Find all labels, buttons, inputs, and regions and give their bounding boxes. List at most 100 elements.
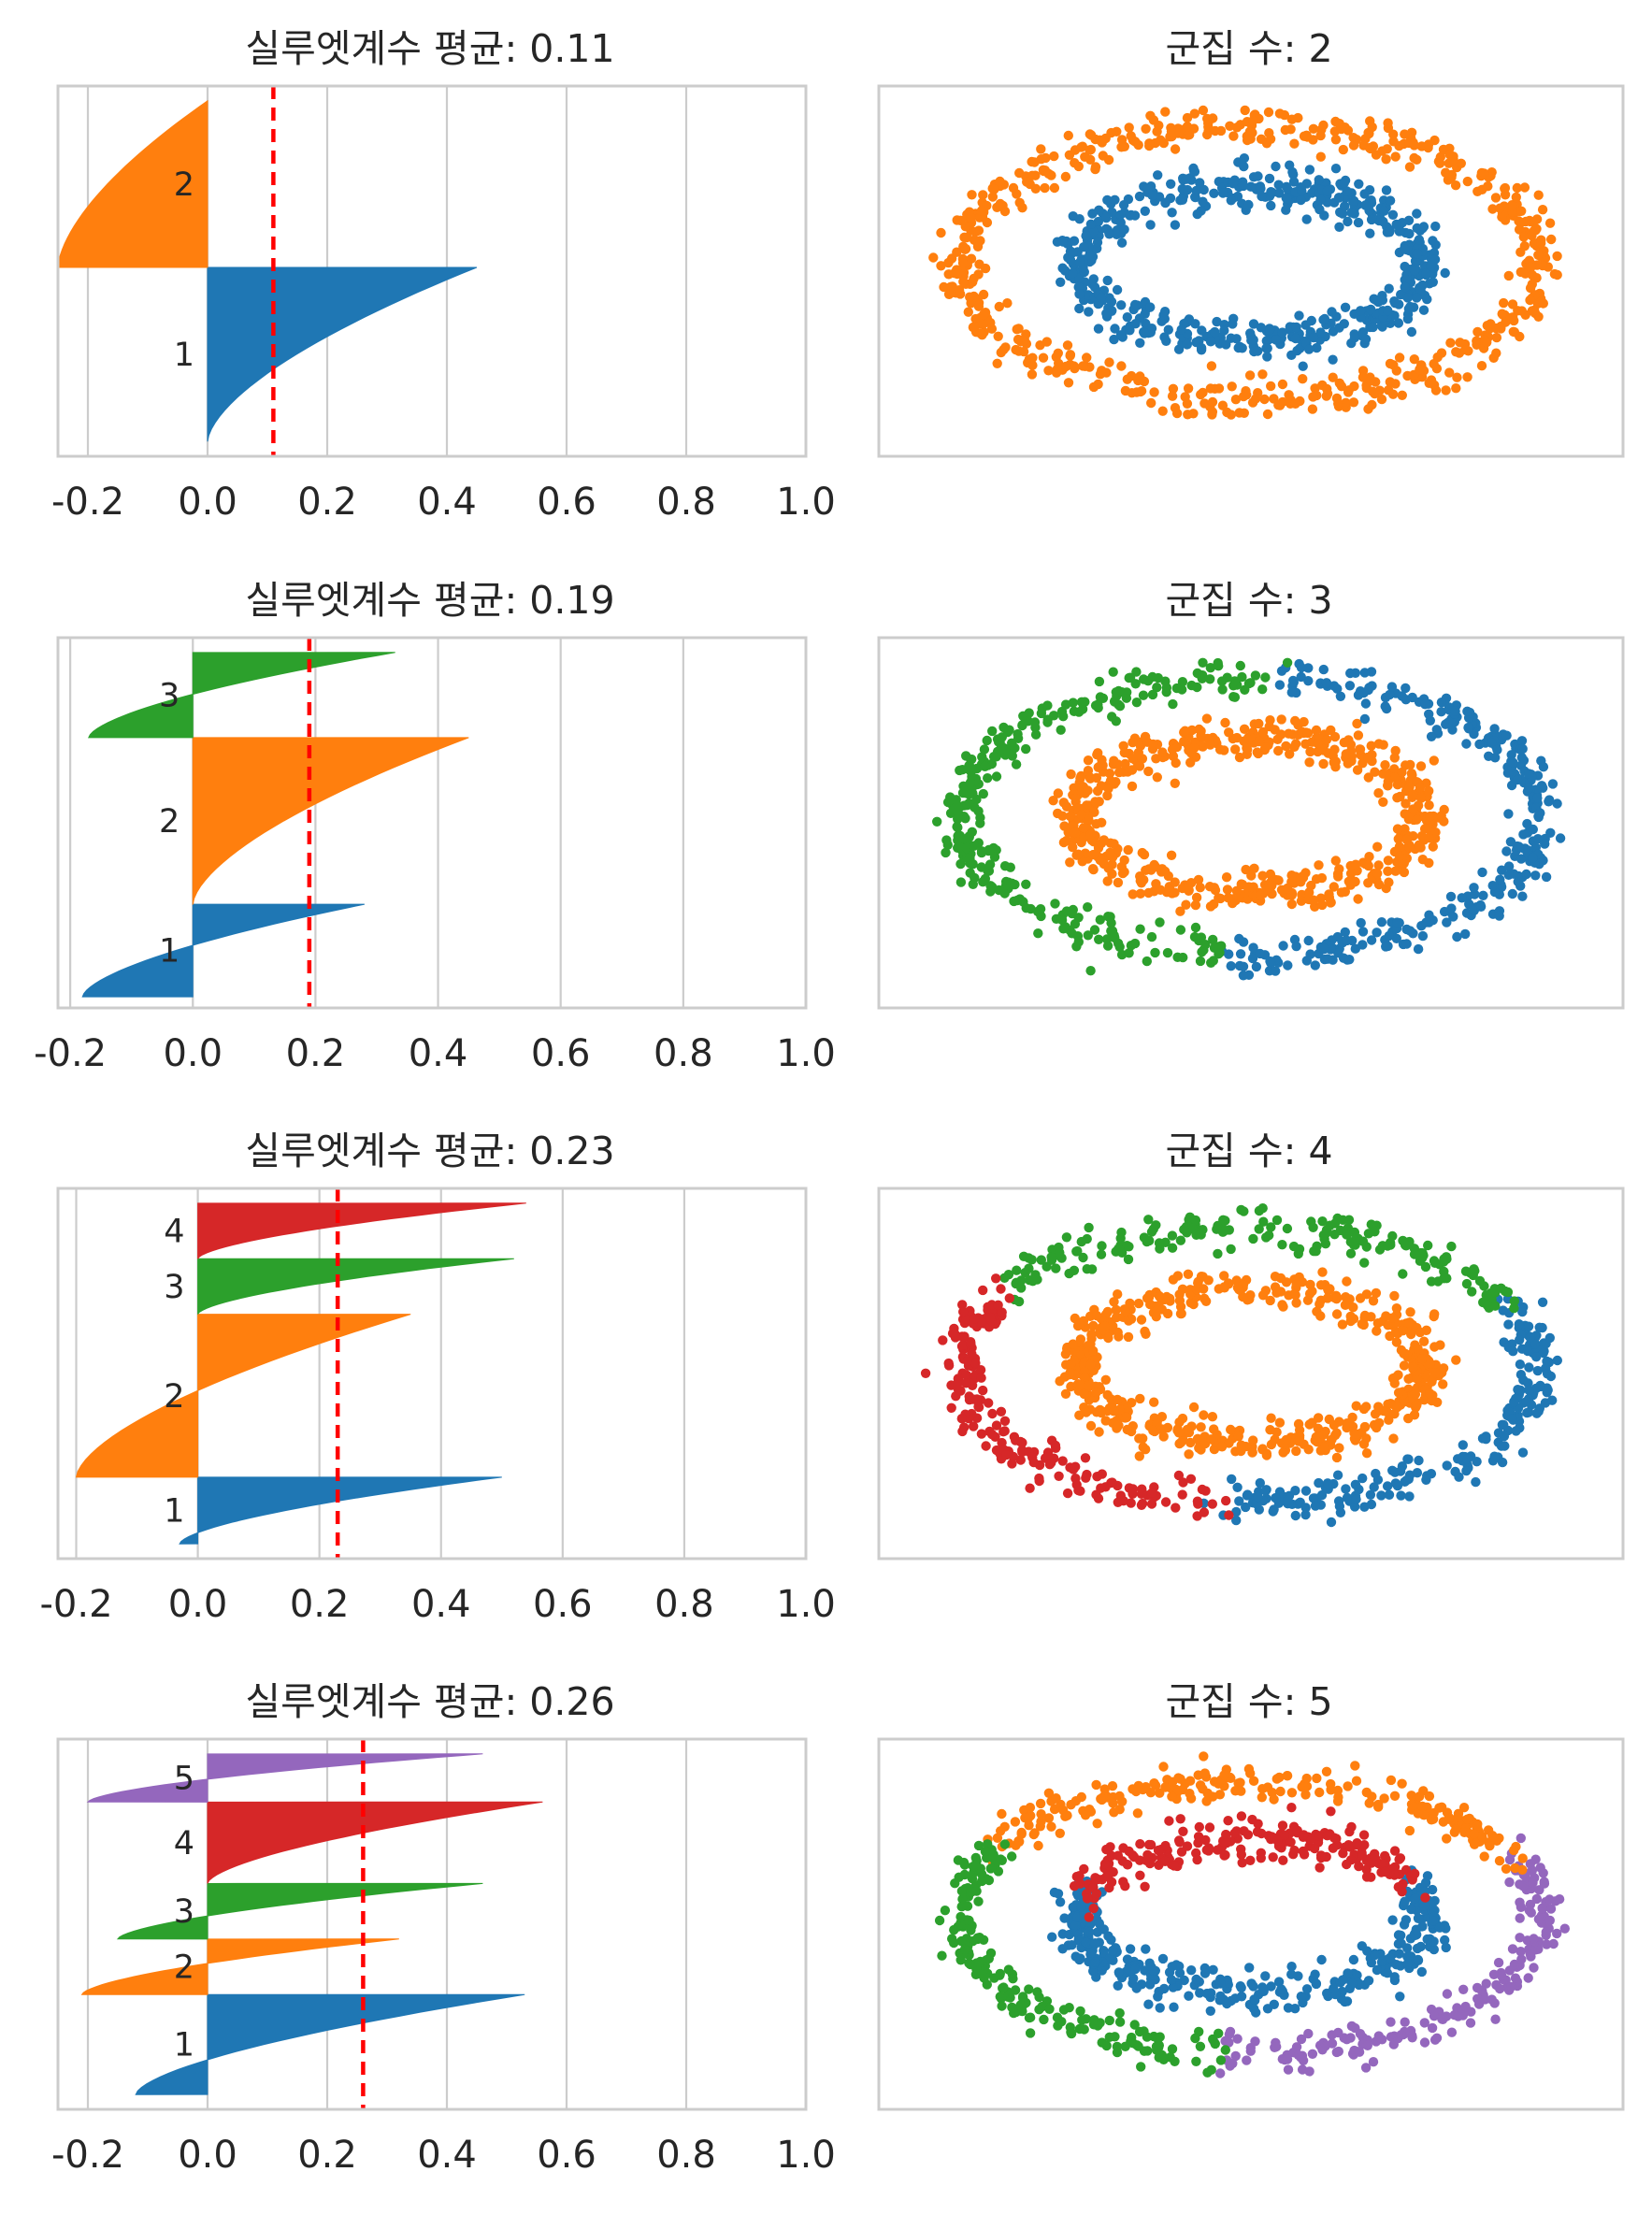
scatter-point (1282, 1771, 1293, 1781)
scatter-point (1090, 1957, 1100, 1967)
scatter-point (1487, 881, 1498, 891)
scatter-point (1175, 925, 1186, 935)
scatter-point (976, 1429, 987, 1439)
scatter-point (1009, 2007, 1019, 2019)
scatter-point (1359, 1422, 1371, 1432)
scatter-point (1343, 758, 1354, 769)
scatter-point (955, 877, 967, 887)
scatter-point (1065, 857, 1075, 868)
scatter-point (1322, 1293, 1333, 1303)
scatter-point (1322, 1478, 1333, 1489)
scatter-point (1502, 1287, 1514, 1298)
axes-frame (56, 1187, 808, 1561)
scatter-point (1135, 1393, 1145, 1404)
scatter-point (957, 765, 968, 775)
scatter-point (1361, 1872, 1372, 1882)
scatter-point (1159, 332, 1170, 342)
scatter-point (1085, 966, 1096, 976)
scatter-point (1262, 343, 1272, 353)
scatter-point (1397, 1778, 1407, 1789)
scatter-point (1419, 2037, 1430, 2048)
scatter-point (1132, 300, 1142, 310)
scatter-point (1489, 724, 1500, 734)
scatter-point (1544, 1332, 1556, 1344)
scatter-point (1213, 657, 1223, 669)
scatter-point (1542, 1939, 1552, 1949)
scatter-point (1404, 1825, 1415, 1836)
scatter-point (1169, 2002, 1179, 2012)
scatter-point (1328, 955, 1338, 965)
scatter-point (1450, 180, 1461, 191)
scatter-point (1544, 218, 1556, 228)
scatter-point (936, 227, 946, 238)
scatter-point (1452, 931, 1462, 942)
scatter-point (1447, 725, 1458, 735)
scatter-point (1139, 328, 1150, 338)
scatter-point (932, 816, 942, 827)
scatter-point (1460, 2001, 1471, 2012)
scatter-point (1381, 769, 1392, 780)
scatter-point (1112, 225, 1123, 236)
scatter-point (1191, 185, 1201, 196)
cluster-label-3: 3 (164, 1269, 184, 1306)
scatter-point (999, 861, 1011, 871)
scatter-point (1313, 1423, 1324, 1434)
scatter-point (1109, 1406, 1119, 1417)
scatter-point (1182, 1424, 1193, 1435)
x-tick-label: 0.4 (417, 481, 477, 524)
scatter-point (1491, 348, 1501, 358)
scatter-point (1269, 1999, 1280, 2009)
scatter-point (1114, 1805, 1125, 1815)
scatter-point (1527, 270, 1538, 280)
scatter-point (1216, 1442, 1228, 1452)
scatter-point (1266, 1222, 1276, 1232)
scatter-point (1113, 1967, 1125, 1978)
scatter-point (1338, 1848, 1348, 1859)
scatter-point (957, 1426, 968, 1437)
scatter-point (967, 1348, 977, 1359)
scatter-point (1162, 1422, 1173, 1433)
scatter-point (1340, 302, 1351, 312)
scatter-point (1199, 1507, 1210, 1517)
scatter-point (1090, 797, 1100, 807)
scatter-point (1055, 1376, 1065, 1387)
scatter-point (1381, 1311, 1391, 1321)
scatter-point (1446, 1241, 1457, 1252)
scatter-point (1414, 1455, 1424, 1466)
scatter-point (1360, 334, 1372, 344)
scatter-point (1318, 314, 1329, 325)
scatter-point (1236, 1811, 1247, 1821)
scatter-point (1314, 204, 1325, 215)
scatter-point (1304, 887, 1314, 898)
scatter-point (1150, 947, 1160, 958)
scatter-point (1316, 1954, 1327, 1965)
x-tick-label: -0.2 (34, 1032, 107, 1075)
scatter-point (962, 800, 972, 811)
scatter-point (1139, 1232, 1150, 1243)
scatter-point (1462, 706, 1472, 716)
silhouette-cluster-1 (179, 1476, 502, 1545)
scatter-point (1368, 322, 1378, 333)
scatter-point (1173, 1773, 1184, 1783)
scatter-point (1343, 216, 1353, 227)
scatter-point (1018, 1251, 1029, 1262)
scatter-point (1451, 383, 1461, 394)
scatter-point (1528, 853, 1538, 863)
x-tick-label: -0.2 (51, 481, 124, 524)
scatter-point (1136, 1315, 1147, 1325)
scatter-point (1228, 179, 1239, 189)
scatter-point (1417, 1252, 1428, 1262)
scatter-point (1168, 698, 1178, 710)
scatter-point (970, 1314, 980, 1324)
scatter-point (1279, 109, 1290, 121)
scatter-point (1516, 217, 1527, 228)
scatter-point (1331, 1428, 1342, 1438)
scatter-point (1526, 262, 1536, 273)
scatter-point (1421, 917, 1431, 928)
scatter-point (1524, 1385, 1534, 1395)
scatter-point (1084, 1912, 1095, 1922)
scatter-point (1196, 932, 1207, 942)
scatter-point (1085, 250, 1095, 260)
scatter-point (1454, 1472, 1464, 1482)
scatter-point (937, 1950, 947, 1961)
